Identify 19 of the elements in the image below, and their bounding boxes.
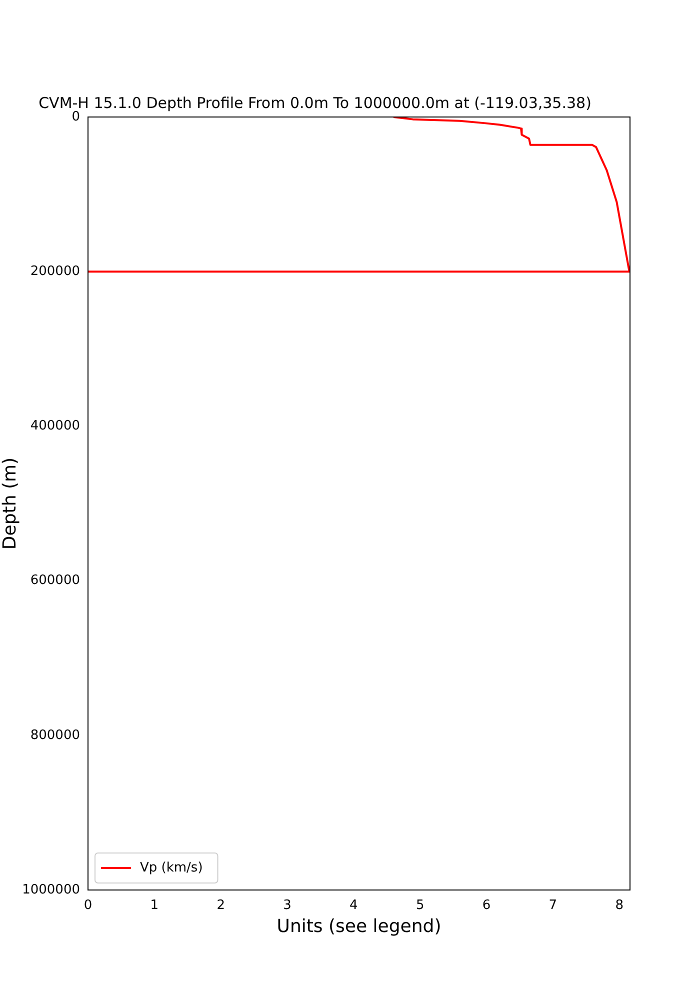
legend-label: Vp (km/s)	[140, 860, 203, 876]
y-tick-label: 200000	[30, 264, 80, 279]
x-tick-label: 8	[615, 898, 624, 914]
y-tick-label: 0	[72, 109, 80, 124]
y-tick-label: 1000000	[22, 882, 80, 898]
x-tick-label: 7	[548, 898, 558, 914]
y-tick-label: 600000	[30, 573, 80, 588]
y-tick-label: 400000	[30, 418, 80, 434]
x-tick-label: 3	[283, 898, 292, 914]
y-tick-label: 800000	[30, 728, 80, 743]
x-tick-label: 6	[482, 898, 491, 914]
x-tick-label: 5	[416, 898, 424, 914]
chart-title: CVM-H 15.1.0 Depth Profile From 0.0m To 1000000.0m at (-119.03,35.38)	[38, 94, 592, 112]
x-tick-label: 1	[150, 898, 159, 914]
x-tick-label: 0	[84, 898, 92, 914]
x-tick-label: 2	[216, 898, 225, 914]
x-axis-title: Units (see legend)	[276, 916, 442, 937]
y-axis-title: Depth (m)	[0, 457, 20, 550]
x-tick-label: 4	[350, 898, 358, 914]
